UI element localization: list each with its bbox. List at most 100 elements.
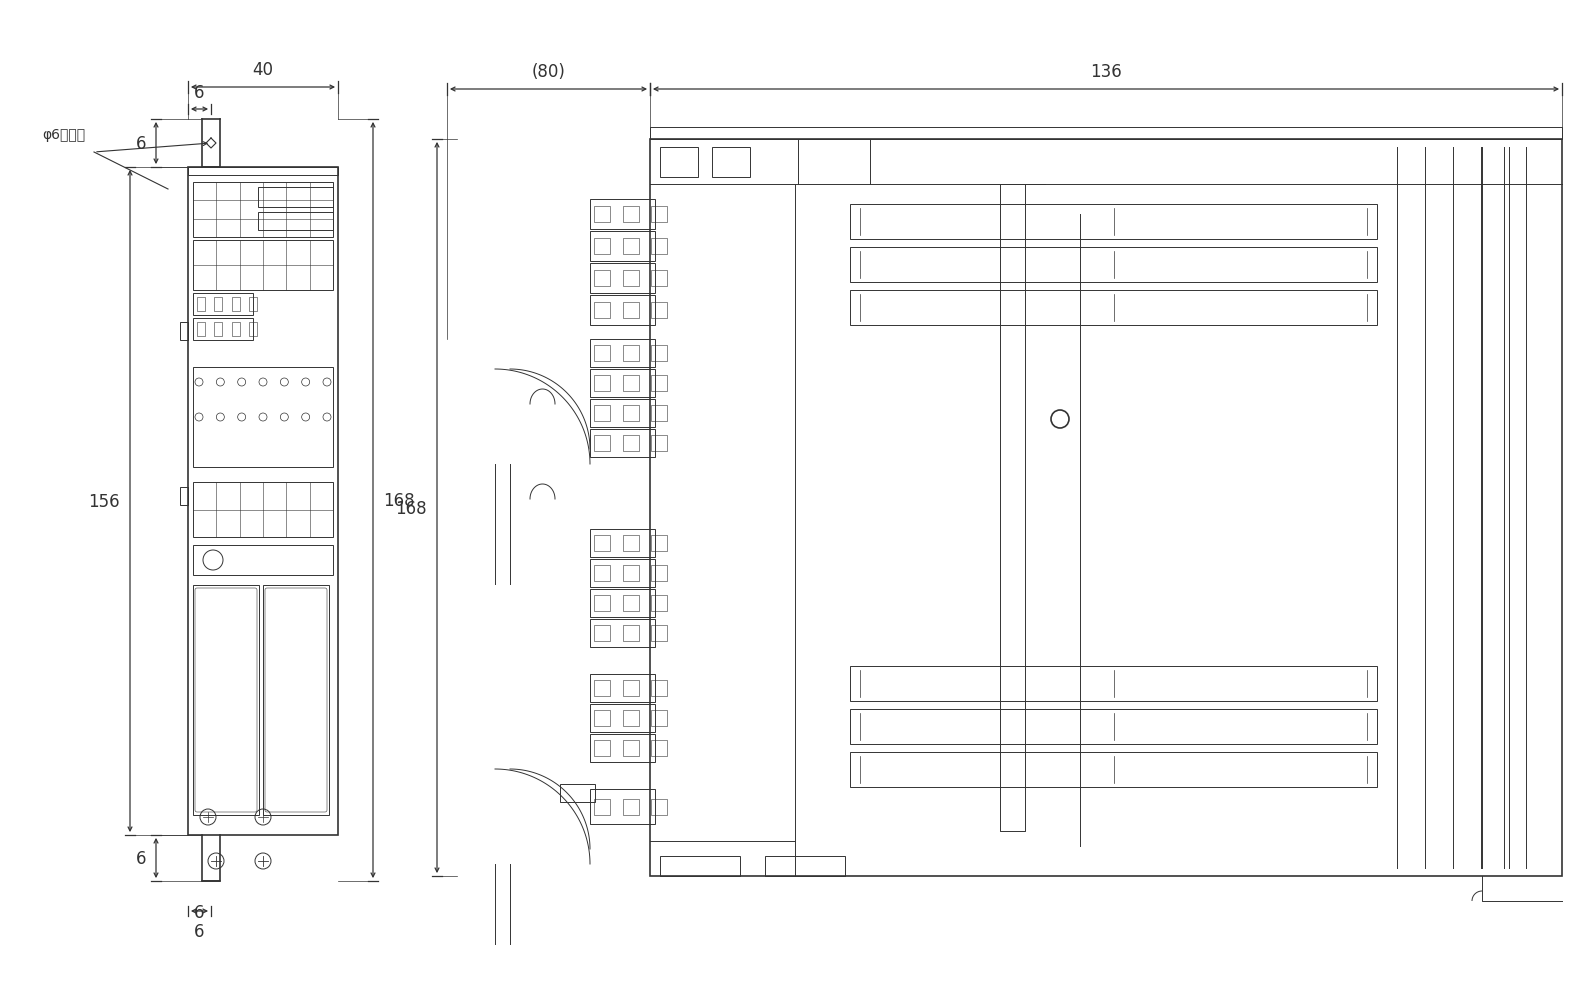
Bar <box>622 303 638 319</box>
Bar <box>851 205 1378 240</box>
Text: (80): (80) <box>532 63 565 81</box>
Bar <box>851 290 1378 326</box>
Text: 6: 6 <box>194 904 205 921</box>
Bar <box>622 406 638 421</box>
Bar <box>594 625 609 641</box>
Bar <box>594 799 609 815</box>
Text: 40: 40 <box>252 61 273 79</box>
Bar <box>651 595 667 611</box>
Text: 168: 168 <box>395 499 427 517</box>
Bar <box>232 297 240 312</box>
Bar <box>651 207 667 223</box>
Bar <box>259 188 333 208</box>
Bar <box>651 625 667 641</box>
Bar <box>187 168 338 176</box>
Bar <box>232 323 240 337</box>
Bar <box>660 148 698 178</box>
Bar <box>214 297 222 312</box>
Bar <box>594 346 609 362</box>
Bar <box>179 323 187 341</box>
Bar <box>560 784 595 802</box>
Text: φ6取付大: φ6取付大 <box>41 128 86 142</box>
Bar <box>594 741 609 756</box>
Bar <box>590 400 655 427</box>
Bar <box>622 595 638 611</box>
Bar <box>249 297 257 312</box>
Bar <box>179 487 187 506</box>
Bar <box>590 429 655 457</box>
Bar <box>622 239 638 254</box>
Bar <box>594 270 609 286</box>
Bar <box>651 536 667 552</box>
Bar <box>651 741 667 756</box>
Bar <box>651 799 667 815</box>
Bar <box>851 710 1378 745</box>
Bar <box>622 270 638 286</box>
Text: 168: 168 <box>382 491 414 510</box>
Bar <box>622 799 638 815</box>
Bar <box>622 625 638 641</box>
Bar <box>590 789 655 824</box>
Bar <box>194 546 333 576</box>
Bar <box>590 295 655 326</box>
Bar <box>590 735 655 762</box>
Bar <box>594 680 609 697</box>
Bar <box>594 566 609 581</box>
Bar <box>194 241 333 290</box>
Bar <box>851 248 1378 282</box>
Bar <box>590 340 655 368</box>
Bar <box>651 303 667 319</box>
Bar <box>651 680 667 697</box>
Bar <box>590 232 655 261</box>
Bar <box>594 303 609 319</box>
Bar <box>194 293 252 316</box>
Bar <box>194 183 333 238</box>
Bar <box>590 200 655 230</box>
Bar <box>622 711 638 727</box>
Bar <box>622 536 638 552</box>
Bar <box>590 619 655 647</box>
Bar <box>194 368 333 467</box>
Bar <box>194 585 259 815</box>
Text: 6: 6 <box>135 849 146 867</box>
Bar <box>651 435 667 451</box>
Bar <box>713 148 751 178</box>
Bar <box>594 376 609 392</box>
Bar <box>622 680 638 697</box>
Bar <box>249 323 257 337</box>
Bar <box>594 435 609 451</box>
Text: 6: 6 <box>194 83 205 102</box>
Bar <box>594 595 609 611</box>
Text: 156: 156 <box>89 492 121 511</box>
Bar <box>765 856 844 876</box>
Bar <box>651 128 1562 140</box>
Bar <box>590 674 655 703</box>
Bar <box>263 585 329 815</box>
Text: 6: 6 <box>194 922 205 940</box>
Bar <box>187 168 338 835</box>
Bar <box>197 297 205 312</box>
Bar <box>651 270 667 286</box>
Bar <box>651 239 667 254</box>
Bar <box>590 705 655 733</box>
Bar <box>590 263 655 293</box>
Bar <box>851 666 1378 702</box>
Bar <box>660 856 740 876</box>
Bar <box>651 566 667 581</box>
Bar <box>590 370 655 398</box>
Bar <box>194 319 252 341</box>
Bar <box>851 752 1378 787</box>
Bar <box>622 376 638 392</box>
Bar <box>590 589 655 617</box>
Bar <box>259 213 333 231</box>
Bar <box>594 536 609 552</box>
Bar <box>590 560 655 587</box>
Bar <box>622 346 638 362</box>
Bar <box>651 376 667 392</box>
Bar <box>594 711 609 727</box>
Bar <box>651 346 667 362</box>
Bar <box>622 435 638 451</box>
Bar <box>651 711 667 727</box>
Bar <box>622 741 638 756</box>
Text: 6: 6 <box>135 135 146 153</box>
